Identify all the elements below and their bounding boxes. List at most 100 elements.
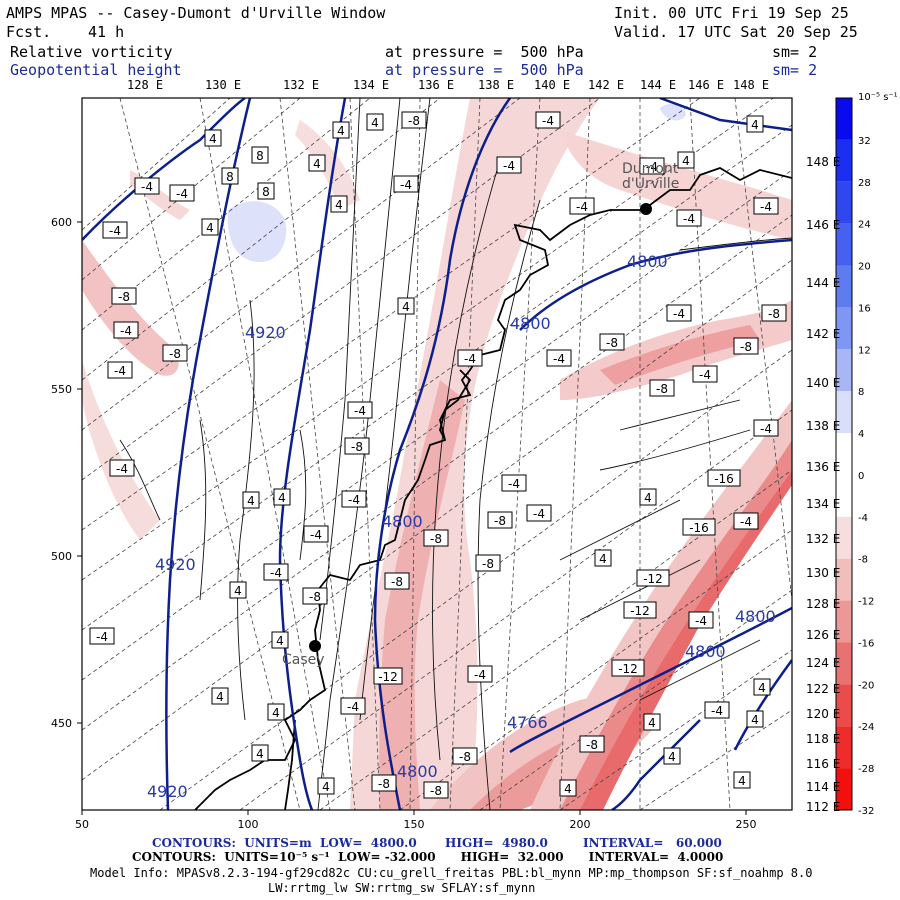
colorbar-swatch <box>836 516 852 559</box>
vort-label: 4 <box>648 716 656 730</box>
vort-label: -4 <box>508 477 520 491</box>
lon-label: 138 E <box>478 78 515 92</box>
right-lon-label: 124 E <box>806 656 841 670</box>
colorbar-swatch <box>836 433 852 475</box>
vort-label: 4 <box>644 491 652 505</box>
station-markers: Dumont d'Urville Casey <box>282 161 679 668</box>
colorbar-swatch <box>836 349 852 392</box>
colorbar-swatch <box>836 726 852 769</box>
colorbar-label: -20 <box>858 680 874 691</box>
right-lon-label: 120 E <box>806 707 841 721</box>
vort-label: 4 <box>322 780 330 794</box>
lon-label: 134 E <box>353 78 390 92</box>
right-lon-label: 114 E <box>806 780 841 794</box>
vorticity-labels: 4 8 8 8 4 -4 -4 -4 -8 -4 -8 -4 -4 -4 4 4… <box>89 111 787 799</box>
vort-label: -8 <box>768 307 780 321</box>
model-info: Model Info: MPASv8.2.3-194-gf29cd82c CU:… <box>90 866 813 880</box>
height-label: 4800 <box>382 512 423 531</box>
vort-label: -8 <box>408 114 420 128</box>
forecast-label: Fcst. <box>6 23 52 41</box>
smoothing-1: sm= 2 <box>772 43 818 61</box>
vort-label: 4 <box>278 491 286 505</box>
y-tick-label: 550 <box>51 383 72 396</box>
vort-label: -4 <box>683 212 695 226</box>
vort-label: -8 <box>656 382 668 396</box>
colorbar-label: -28 <box>858 764 874 775</box>
vort-label: -4 <box>270 566 282 580</box>
vort-label: 4 <box>276 634 284 648</box>
right-lon-label: 116 E <box>806 757 841 771</box>
vort-label: 4 <box>216 690 224 704</box>
vort-label: -8 <box>606 336 618 350</box>
axis-ticks <box>77 221 747 815</box>
vort-label: -16 <box>689 521 709 535</box>
height-label: 4766 <box>507 713 548 732</box>
right-lon-label: 130 E <box>806 566 841 580</box>
vort-label: -8 <box>309 590 321 604</box>
colorbar-swatch <box>836 223 852 266</box>
map-title: AMPS MPAS -- Casey-Dumont d'Urville Wind… <box>6 4 386 22</box>
height-labels: 4920 4920 4920 4800 4800 4800 4800 4800 … <box>147 252 776 801</box>
vort-label: 4 <box>313 157 321 171</box>
vort-label: -8 <box>586 738 598 752</box>
vort-label: -4 <box>699 368 711 382</box>
colorbar-label: 24 <box>858 220 871 231</box>
right-lon-label: 122 E <box>806 682 841 696</box>
height-label: 4920 <box>155 555 196 574</box>
colorbar-label: -32 <box>858 806 874 817</box>
casey-marker <box>309 640 321 652</box>
vort-label: -4 <box>348 493 360 507</box>
vort-label: -4 <box>400 178 412 192</box>
vort-label: 4 <box>751 118 759 132</box>
colorbar-label: -12 <box>858 597 874 608</box>
right-lon-label: 118 E <box>806 732 841 746</box>
vort-label: -12 <box>630 604 650 618</box>
lon-label: 144 E <box>640 78 677 92</box>
station-name: Dumont d'Urville <box>622 161 679 192</box>
vort-label: 4 <box>337 124 345 138</box>
vort-label: 4 <box>247 494 255 508</box>
vort-label: 4 <box>206 221 214 235</box>
vort-label: 4 <box>371 116 379 130</box>
height-label: 4800 <box>685 642 726 661</box>
colorbar-label: -8 <box>858 555 868 566</box>
vort-label: -4 <box>760 422 772 436</box>
vort-label: -4 <box>354 404 366 418</box>
vort-label: -8 <box>169 347 181 361</box>
colorbar-label: -16 <box>858 638 874 649</box>
vort-label: -16 <box>714 472 734 486</box>
vort-label: -4 <box>176 187 188 201</box>
vort-label: 4 <box>751 713 759 727</box>
lon-label: 136 E <box>418 78 455 92</box>
vort-label: -4 <box>576 200 588 214</box>
colorbar-label: 28 <box>858 178 871 189</box>
lon-label: 148 E <box>733 78 770 92</box>
vort-label: 4 <box>256 747 264 761</box>
station-name: Casey <box>282 652 325 668</box>
vort-label: -4 <box>109 224 121 238</box>
colorbar-label: 16 <box>858 303 871 314</box>
vort-label: 4 <box>335 198 343 212</box>
height-label: 4800 <box>627 252 668 271</box>
vort-label: 4 <box>234 584 242 598</box>
x-tick-label: 200 <box>570 818 591 831</box>
vort-label: -4 <box>553 352 565 366</box>
dumont-durville-marker <box>640 203 652 215</box>
height-contours <box>82 98 792 810</box>
vort-label: -8 <box>391 575 403 589</box>
colorbar-swatch <box>836 139 852 182</box>
right-lon-label: 126 E <box>806 628 841 642</box>
colorbar-swatch <box>836 600 852 643</box>
vort-label: -8 <box>378 777 390 791</box>
vort-label: -4 <box>116 462 128 476</box>
vort-label: -4 <box>542 114 554 128</box>
colorbar-label: 4 <box>858 429 864 440</box>
vort-label: -8 <box>351 440 363 454</box>
vort-label: 8 <box>256 149 264 163</box>
right-lon-label: 132 E <box>806 532 841 546</box>
lon-label: 128 E <box>127 78 164 92</box>
colorbar-label: 0 <box>858 471 864 482</box>
model-info-2: LW:rrtmg_lw SW:rrtmg_sw SFLAY:sf_mynn <box>268 881 536 895</box>
colorbar-swatch <box>836 642 852 685</box>
